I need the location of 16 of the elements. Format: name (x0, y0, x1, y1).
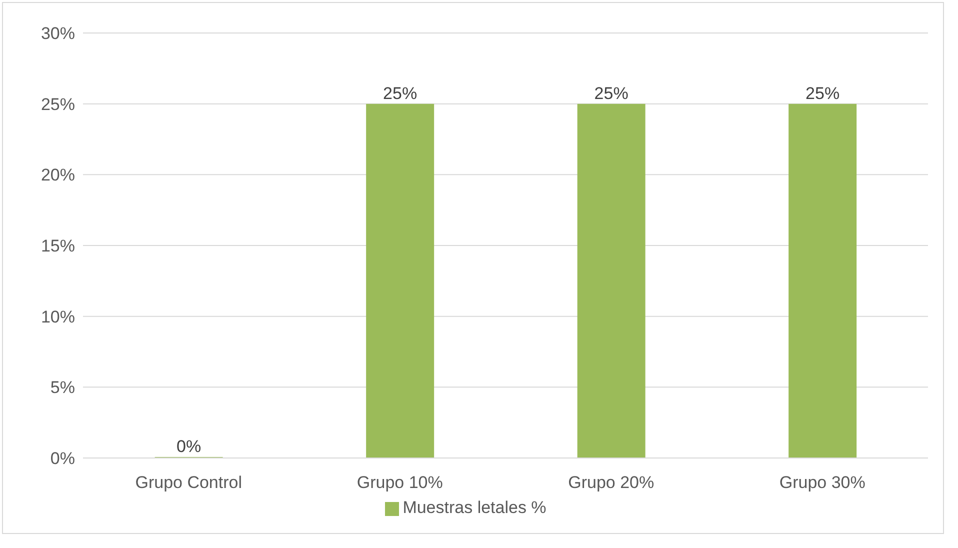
y-tick-label: 5% (50, 378, 75, 398)
y-tick-label: 15% (40, 236, 75, 256)
y-tick-label: 10% (40, 307, 75, 326)
x-tick-label: Grupo 10% (356, 473, 443, 492)
y-tick-label: 25% (40, 94, 75, 114)
y-tick-label: 30% (40, 24, 75, 44)
data-label: 25% (806, 84, 840, 103)
x-tick-label: Grupo 20% (568, 473, 654, 492)
legend-label: Muestras letales % (402, 498, 546, 517)
data-label: 0% (176, 437, 202, 456)
x-tick-label: Grupo 30% (779, 473, 866, 492)
y-tick-label: 20% (40, 166, 75, 185)
y-tick-label: 0% (50, 449, 75, 468)
data-label: 25% (383, 84, 418, 103)
data-label: 25% (594, 84, 628, 103)
x-tick-label: Grupo Control (135, 473, 242, 492)
